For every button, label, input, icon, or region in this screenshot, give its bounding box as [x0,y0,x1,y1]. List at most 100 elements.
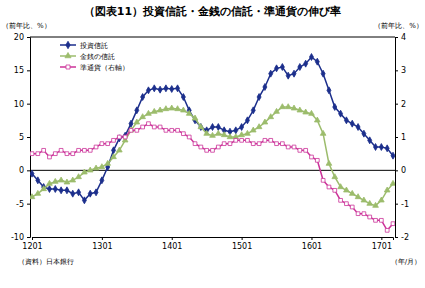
series-marker [123,132,127,139]
series-marker [315,58,319,65]
series-marker [135,128,139,132]
series-marker [176,128,180,132]
y-tick-mark [27,37,30,38]
x-tick: 1401 [162,237,182,251]
x-tick-label: 1601 [302,242,322,251]
series-marker [362,212,366,216]
y-tick-mark [27,70,30,71]
series-marker [327,87,331,94]
series-marker [59,187,63,194]
series-marker [292,145,296,149]
y2-tick-label: 2 [401,100,406,109]
series-marker [379,144,383,151]
series-marker [361,197,367,202]
series-marker [385,145,389,152]
series-marker [280,64,284,71]
x-tick-label: 1701 [372,242,392,251]
y-tick-mark [27,137,30,138]
series-marker [344,117,348,124]
series-marker [245,130,251,135]
series-marker [146,110,152,115]
legend-marker [66,41,70,48]
series-marker [315,158,319,162]
series-marker [157,107,163,112]
series-marker [250,127,256,132]
series-marker [256,124,262,129]
series-marker [71,190,75,197]
series-marker [175,106,181,111]
series-marker [275,65,279,72]
series-marker [117,135,121,139]
series-marker [367,200,373,205]
series-marker [129,120,133,127]
series-line [32,107,393,206]
y-tick: 5 [19,133,30,142]
series-marker [192,115,198,120]
series-marker [182,132,186,136]
series-line [32,124,393,231]
chart: （図表11）投資信託・金銭の信託・準通貨の伸び率（前年比、%）（前年比、%）（年… [0,0,425,288]
series-marker [164,128,168,132]
series-marker [176,85,180,92]
series-marker [210,132,216,137]
x-tick-mark [172,237,173,240]
series-marker [99,164,105,169]
y2-tick-mark [395,170,398,171]
series-marker [309,54,313,61]
series-marker [82,169,88,174]
series-marker [30,194,35,199]
series-marker [384,187,390,192]
series-marker [111,154,117,159]
series-marker [48,155,52,159]
series-marker [106,142,110,146]
x-tick-label: 1301 [92,242,112,251]
series-marker [332,174,338,179]
series-marker [257,142,261,146]
series-marker [362,130,366,137]
y-tick: 0 [19,166,30,175]
series-marker [291,105,297,110]
series-marker [158,86,162,93]
series-marker [228,142,232,146]
series-marker [128,127,134,132]
series-marker [198,124,204,129]
series-marker [239,132,245,137]
series-marker [35,190,41,195]
series-marker [169,105,175,110]
series-marker [262,119,268,124]
series-marker [164,85,168,92]
y-tick-mark [27,170,30,171]
series-marker [304,148,308,152]
y-tick-mark [27,204,30,205]
series-marker [216,124,220,131]
series-marker [304,60,308,67]
series-marker [152,125,156,129]
source-note: （資料）日本銀行 [18,258,74,266]
y2-tick-mark [395,137,398,138]
legend-marker [65,52,71,57]
series-marker [233,134,239,139]
x-tick-label: 1401 [162,242,182,251]
y2-axis-line [396,38,399,238]
series-marker [274,108,280,113]
series-marker [314,117,320,122]
series-marker [204,130,210,135]
x-axis: 120113011401150116011701 [22,237,393,251]
y2-tick-label: -2 [401,233,409,242]
series-marker [52,178,58,183]
y2-tick: 2 [395,100,406,109]
series-marker [309,110,315,115]
series-marker [321,178,325,182]
series-marker [373,202,379,207]
series-marker [77,148,81,152]
series-marker [193,142,197,146]
y-tick-mark [27,237,30,238]
series-marker [374,218,378,222]
series-marker [286,145,290,149]
y2-tick: -2 [395,233,409,242]
y2-tick-mark [395,70,398,71]
series-marker [263,84,267,91]
series-marker [82,197,86,204]
legend: 投資信託金銭の信託準通貨（右軸） [60,41,129,72]
y2-tick-mark [395,204,398,205]
